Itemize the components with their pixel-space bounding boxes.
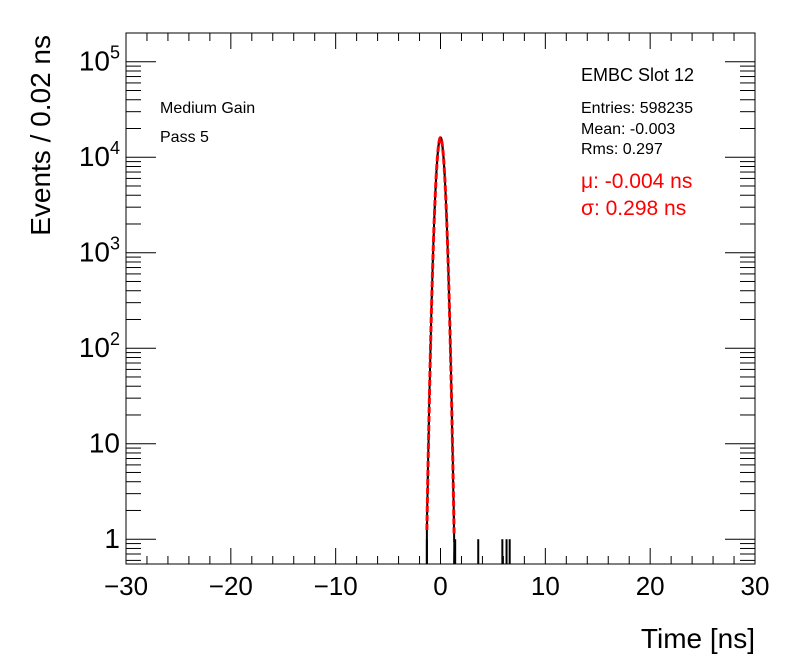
x-tick-label: −30: [104, 571, 148, 601]
stats-title: EMBC Slot 12: [581, 65, 694, 85]
histogram-layer: [425, 136, 511, 565]
x-tick-label: −20: [209, 571, 253, 601]
x-tick-label: −10: [314, 571, 358, 601]
stats-mean: Mean: -0.003: [581, 121, 675, 138]
left-annotation-2: Pass 5: [160, 129, 209, 146]
x-tick-label: 30: [741, 571, 770, 601]
gaussian-fit-curve: [425, 136, 456, 535]
axis-ticks: [125, 32, 756, 564]
y-tick-label: 10: [89, 428, 120, 459]
y-tick-label: 104: [79, 138, 120, 172]
x-tick-label: 0: [433, 571, 447, 601]
stats-rms: Rms: 0.297: [581, 141, 663, 158]
plot-frame: [125, 32, 756, 565]
fit-layer: [425, 136, 456, 535]
fit-sigma-label: σ: 0.298 ns: [581, 197, 686, 220]
y-tick-label: 103: [79, 234, 120, 268]
x-tick-labels: −30 −20 −10 0 10 20 30: [104, 571, 770, 601]
fit-mean-label: μ: -0.004 ns: [581, 170, 692, 193]
y-axis-label: Events / 0.02 ns: [25, 35, 56, 236]
y-tick-label: 102: [79, 329, 120, 363]
stats-entries: Entries: 598235: [581, 100, 693, 117]
y-tick-label: 105: [79, 43, 120, 77]
y-tick-label: 1: [104, 523, 120, 554]
x-tick-label: 20: [636, 571, 665, 601]
y-tick-labels: 1 10 102 103 104 105: [79, 43, 120, 554]
x-tick-label: 10: [531, 571, 560, 601]
left-annotation-1: Medium Gain: [160, 100, 255, 117]
x-axis-label: Time [ns]: [641, 623, 755, 654]
